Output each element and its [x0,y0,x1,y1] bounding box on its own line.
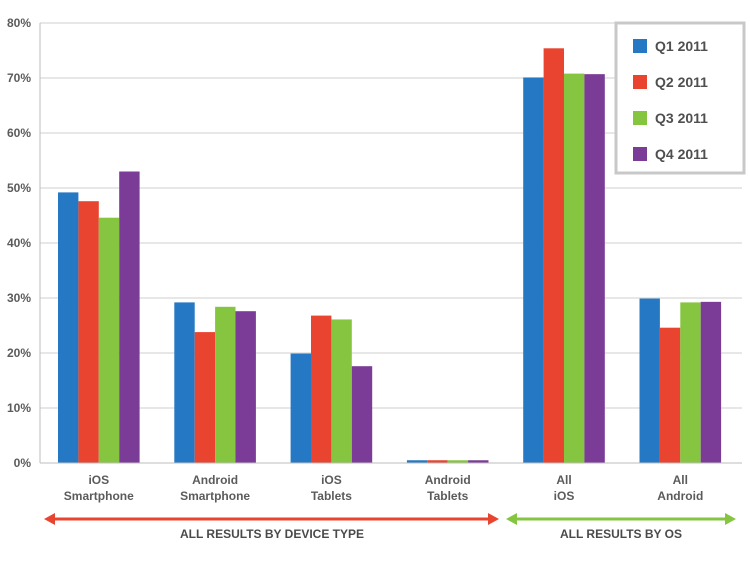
legend-swatch [633,75,647,89]
section-annotations: ALL RESULTS BY DEVICE TYPE ALL RESULTS BY… [44,513,736,541]
x-tick-label: iOS [554,489,575,503]
bar [427,460,448,463]
bar [564,73,585,463]
bar [98,217,120,463]
bar [215,306,236,463]
x-tick-label: Smartphone [180,489,250,503]
bar [639,298,660,463]
bar [290,353,311,463]
y-tick-label: 40% [7,236,31,250]
legend-label: Q1 2011 [655,38,708,54]
bar [119,171,140,463]
x-tick-label: Tablets [427,489,468,503]
y-tick-label: 80% [7,16,31,30]
bar [174,302,195,463]
y-tick-label: 30% [7,291,31,305]
bars [58,48,722,464]
bar [700,301,722,463]
bar [78,201,99,463]
legend: Q1 2011 Q2 2011 Q3 2011 Q4 2011 [614,21,746,175]
x-tick-label: Tablets [311,489,352,503]
x-tick-label: Android [192,473,238,487]
bar [584,74,605,464]
bar [406,460,428,463]
bar [311,315,332,463]
legend-swatch [633,39,647,53]
x-tick-label: All [673,473,688,487]
x-axis: iOS Smartphone Android Smartphone iOS Tablets… [40,462,742,503]
bar [58,192,79,463]
bar [351,366,373,463]
section-label: ALL RESULTS BY OS [560,527,682,541]
legend-label: Q4 2011 [655,146,708,162]
y-tick-label: 50% [7,181,31,195]
y-axis: 0% 10% 20% 30% 40% 50% 60% 70% 80% [7,16,41,470]
section-label: ALL RESULTS BY DEVICE TYPE [180,527,364,541]
y-tick-label: 0% [14,456,32,470]
bar [447,460,469,463]
legend-swatch [633,147,647,161]
bar [659,327,681,463]
bar [235,311,256,463]
x-tick-label: Smartphone [64,489,134,503]
bar [543,48,564,464]
legend-label: Q2 2011 [655,74,708,90]
x-tick-label: Android [425,473,471,487]
y-tick-label: 10% [7,401,31,415]
section-arrow-head-left [506,513,517,525]
section-arrow-head-left [44,513,55,525]
bar [331,319,352,463]
y-tick-label: 60% [7,126,31,140]
section-arrow-head-right [488,513,499,525]
x-tick-label: iOS [321,473,342,487]
y-tick-label: 20% [7,346,31,360]
bar [680,302,701,463]
legend-swatch [633,111,647,125]
bar [523,77,544,463]
bar [468,460,489,463]
section-arrow-head-right [725,513,736,525]
x-tick-label: All [556,473,571,487]
x-tick-label: Android [657,489,703,503]
y-tick-label: 70% [7,71,31,85]
x-tick-label: iOS [88,473,109,487]
bar [194,332,216,463]
legend-label: Q3 2011 [655,110,708,126]
